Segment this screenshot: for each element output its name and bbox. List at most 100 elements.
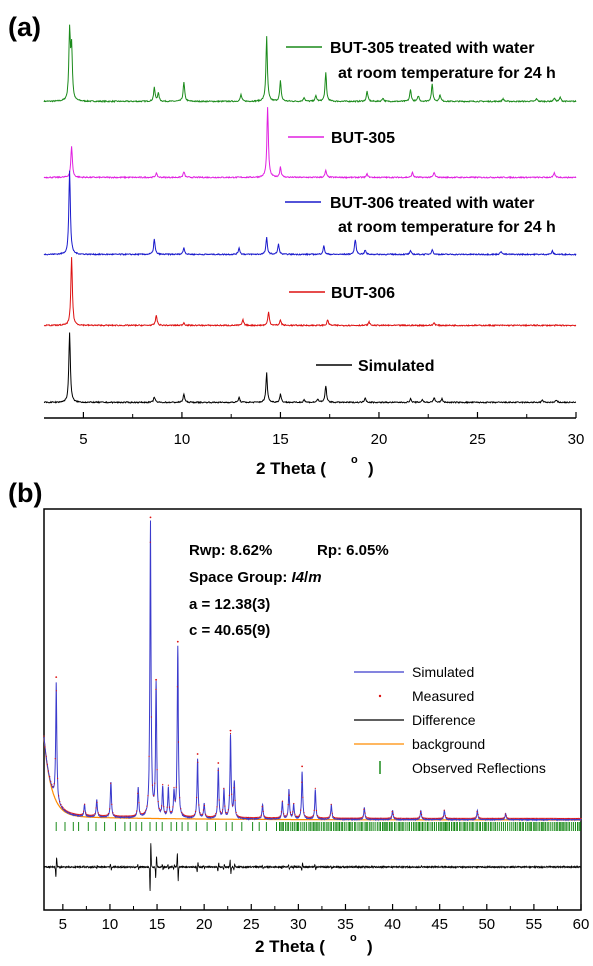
measured-point	[203, 804, 206, 807]
measured-point	[80, 813, 82, 816]
measured-point	[217, 762, 220, 764]
measured-point	[252, 817, 254, 819]
measured-point	[521, 817, 523, 820]
measured-point	[571, 817, 573, 820]
measured-point	[55, 676, 58, 678]
measured-point	[442, 816, 444, 818]
measured-point	[110, 782, 112, 784]
measured-point	[412, 817, 414, 819]
measured-point	[200, 813, 202, 816]
measured-point	[348, 817, 350, 819]
measured-point	[528, 817, 530, 820]
measured-point	[171, 810, 173, 813]
measured-point	[70, 812, 72, 814]
tick-b-label-35: 35	[337, 916, 354, 933]
panel-b-xlabel: 2 Theta (	[255, 937, 325, 956]
legend-a-label-0-line-1: BUT-305 treated with water	[330, 40, 535, 57]
measured-point	[199, 812, 201, 814]
measured-point	[141, 813, 143, 815]
measured-point	[109, 808, 111, 810]
measured-point	[475, 816, 477, 818]
measured-point	[327, 816, 329, 819]
measured-point	[335, 817, 337, 819]
measured-point	[529, 817, 531, 820]
measured-point	[454, 817, 457, 819]
measured-point	[393, 816, 396, 818]
measured-point	[338, 817, 340, 819]
measured-point	[168, 806, 171, 808]
measured-point	[185, 815, 187, 817]
measured-point	[448, 817, 450, 819]
measured-point	[535, 817, 537, 820]
measured-point	[413, 817, 415, 819]
measured-point	[251, 817, 253, 819]
measured-point	[272, 817, 275, 819]
measured-point	[211, 815, 213, 818]
measured-point	[233, 787, 235, 789]
measured-point	[459, 817, 461, 820]
measured-point	[217, 769, 219, 772]
measured-point	[355, 817, 357, 819]
measured-point	[309, 816, 311, 818]
panel-b-label: (b)	[8, 478, 42, 508]
measured-point	[341, 817, 344, 819]
legend-a-label-3: BUT-306	[331, 285, 395, 302]
panel-b-traces	[43, 516, 582, 892]
measured-point	[291, 814, 293, 816]
measured-point	[477, 814, 479, 816]
panel-a-xlabel: 2 Theta (	[256, 459, 326, 478]
measured-point	[288, 794, 290, 796]
measured-point	[450, 817, 452, 819]
measured-point	[253, 817, 255, 819]
measured-point	[46, 763, 49, 765]
measured-point	[345, 817, 347, 819]
measured-point	[510, 817, 512, 819]
measured-point	[51, 784, 53, 786]
panel-b-plot-frame	[43, 508, 582, 911]
legend-b-swatch-1	[378, 694, 382, 698]
measured-point	[237, 815, 240, 817]
measured-point	[362, 815, 364, 817]
legend-a-item-0: BUT-305 treated with water at room tempe…	[286, 40, 556, 82]
measured-point	[509, 817, 511, 819]
space-group-symbol: I4	[292, 569, 305, 586]
tick-b-label-15: 15	[149, 916, 166, 933]
measured-point	[123, 815, 125, 817]
measured-point	[565, 817, 567, 820]
measured-point	[522, 817, 524, 820]
measured-point	[246, 816, 249, 819]
annotation-c: c = 40.65(9)	[189, 622, 270, 639]
measured-point	[194, 810, 197, 813]
panel-b-legend: Simulated Measured Difference background…	[354, 664, 546, 776]
tick-b-label-45: 45	[431, 916, 448, 933]
panel-a-xlabel-degree: o	[351, 454, 358, 466]
measured-point	[300, 809, 302, 811]
legend-a-item-4: Simulated	[316, 358, 434, 375]
measured-point	[292, 811, 294, 813]
measured-point	[530, 817, 532, 820]
measured-point	[189, 815, 191, 817]
legend-a-label-2-line-1: BUT-306 treated with water	[330, 195, 535, 212]
measured-point	[125, 815, 128, 817]
measured-point	[496, 817, 498, 820]
measured-point	[131, 815, 133, 817]
measured-point	[431, 817, 433, 819]
measured-point	[564, 817, 566, 820]
measured-point	[339, 817, 341, 819]
measured-point	[118, 815, 120, 817]
measured-point	[502, 817, 504, 819]
measured-point	[61, 805, 63, 808]
measured-point	[517, 817, 519, 820]
measured-point	[471, 817, 474, 819]
measured-point	[457, 817, 459, 820]
measured-point	[534, 817, 536, 820]
legend-b-label-2: Difference	[412, 712, 476, 728]
measured-point	[153, 794, 155, 797]
measured-point	[129, 815, 131, 817]
measured-point	[391, 811, 393, 813]
measured-point	[331, 812, 333, 814]
measured-point	[265, 816, 267, 818]
measured-point	[439, 817, 441, 819]
measured-point	[563, 817, 565, 820]
